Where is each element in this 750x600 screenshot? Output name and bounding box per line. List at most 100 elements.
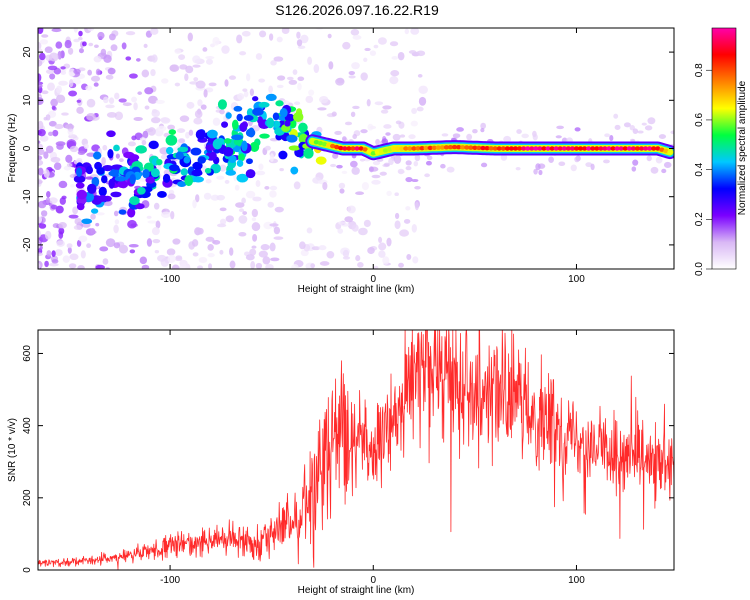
- noise-speckle: [146, 238, 153, 247]
- noise-speckle: [516, 129, 522, 134]
- noise-speckle: [363, 57, 368, 62]
- noise-speckle: [191, 239, 199, 247]
- noise-speckle: [143, 43, 148, 49]
- spectral-blob: [192, 161, 203, 170]
- noise-speckle: [322, 181, 328, 191]
- noise-speckle: [38, 148, 45, 156]
- noise-speckle: [394, 212, 400, 220]
- noise-speckle: [178, 138, 186, 144]
- noise-speckle: [441, 133, 449, 137]
- ridge-core-mark: [330, 143, 336, 149]
- noise-speckle: [176, 128, 186, 133]
- colorbar-tick-label: 0.2: [694, 212, 705, 226]
- spectral-blob: [298, 122, 308, 133]
- noise-speckle: [296, 31, 301, 39]
- spectral-blob: [238, 153, 245, 162]
- noise-speckle: [197, 265, 204, 269]
- noise-speckle: [239, 51, 247, 56]
- noise-speckle: [219, 249, 224, 255]
- noise-speckle: [585, 162, 593, 168]
- ridge-core-mark: [484, 146, 490, 151]
- noise-speckle: [174, 82, 181, 87]
- noise-speckle: [144, 87, 154, 95]
- noise-speckle: [337, 228, 344, 234]
- ridge-core-mark: [569, 146, 576, 151]
- snr-y-ticks: 0 200 400 600: [22, 345, 674, 573]
- noise-speckle: [171, 264, 180, 269]
- noise-speckle: [185, 65, 194, 74]
- ridge-core-mark: [390, 146, 397, 151]
- noise-speckle: [68, 90, 78, 97]
- noise-speckle: [105, 104, 115, 109]
- noise-speckle: [609, 134, 614, 142]
- noise-speckle: [186, 101, 195, 109]
- spectral-blob: [290, 166, 299, 175]
- noise-speckle: [78, 235, 88, 243]
- ridge-core-mark: [634, 146, 641, 151]
- noise-speckle: [389, 76, 399, 85]
- spectral-blob: [279, 108, 288, 118]
- noise-speckle: [383, 162, 390, 167]
- noise-speckle: [411, 224, 417, 233]
- noise-speckle: [292, 69, 298, 75]
- noise-speckle: [113, 224, 119, 234]
- noise-speckle: [55, 94, 66, 104]
- noise-speckle: [39, 135, 49, 142]
- noise-speckle: [82, 41, 87, 47]
- noise-speckle: [368, 166, 374, 173]
- spectral-blob: [286, 134, 298, 143]
- noise-speckle: [38, 155, 43, 161]
- noise-speckle: [373, 265, 379, 269]
- noise-speckle: [380, 109, 389, 114]
- noise-speckle: [49, 73, 56, 80]
- spectral-blob: [75, 182, 85, 189]
- noise-speckle: [629, 124, 635, 131]
- noise-speckle: [38, 83, 43, 89]
- noise-speckle: [151, 54, 158, 63]
- noise-speckle: [246, 73, 251, 82]
- spectral-blob: [288, 145, 301, 151]
- noise-speckle: [68, 79, 74, 88]
- spectral-blob: [225, 169, 237, 176]
- noise-speckle: [264, 145, 271, 151]
- noise-speckle: [102, 258, 109, 265]
- noise-speckle: [658, 134, 667, 139]
- noise-speckle: [161, 78, 169, 84]
- noise-speckle: [414, 154, 421, 162]
- noise-speckle: [250, 261, 256, 269]
- noise-speckle: [277, 75, 286, 81]
- ridge-core-mark: [553, 146, 559, 151]
- noise-speckle: [300, 34, 309, 44]
- noise-speckle: [426, 155, 433, 161]
- ridge-core-mark: [590, 146, 596, 151]
- ridge-core-mark: [577, 146, 584, 151]
- noise-speckle: [93, 44, 99, 49]
- colorbar-frame: [711, 27, 737, 270]
- noise-speckle: [157, 254, 167, 262]
- noise-speckle: [38, 215, 43, 224]
- noise-speckle: [38, 167, 44, 176]
- noise-speckle: [203, 192, 212, 200]
- noise-speckle: [405, 160, 412, 166]
- noise-speckle: [288, 79, 298, 85]
- ridge-core-mark: [464, 145, 470, 150]
- noise-speckle: [161, 211, 171, 218]
- noise-speckle: [305, 95, 314, 104]
- noise-speckle: [276, 36, 283, 43]
- noise-speckle: [99, 246, 109, 252]
- spectrogram-x-axis-label: Height of straight line (km): [298, 284, 415, 295]
- snr-x-tick-label: -100: [160, 575, 180, 586]
- noise-speckle: [296, 39, 303, 47]
- noise-speckle: [262, 256, 271, 265]
- noise-speckle: [408, 134, 416, 140]
- spectral-blob: [87, 183, 97, 194]
- noise-speckle: [48, 131, 54, 137]
- noise-speckle: [72, 206, 79, 215]
- noise-speckle: [192, 252, 199, 257]
- noise-speckle: [192, 199, 197, 209]
- noise-speckle: [238, 215, 248, 224]
- noise-speckle: [646, 155, 652, 162]
- noise-speckle: [195, 194, 200, 203]
- noise-speckle: [93, 55, 102, 63]
- noise-speckle: [236, 34, 243, 44]
